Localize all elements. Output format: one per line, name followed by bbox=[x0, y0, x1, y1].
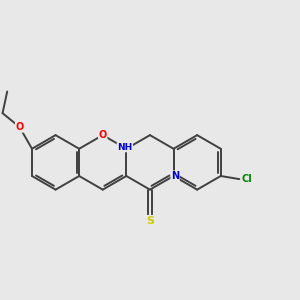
Text: N: N bbox=[171, 171, 179, 181]
Text: O: O bbox=[99, 130, 107, 140]
Text: S: S bbox=[146, 216, 154, 226]
Text: O: O bbox=[16, 122, 24, 132]
Text: Cl: Cl bbox=[242, 174, 252, 184]
Text: NH: NH bbox=[117, 143, 132, 152]
